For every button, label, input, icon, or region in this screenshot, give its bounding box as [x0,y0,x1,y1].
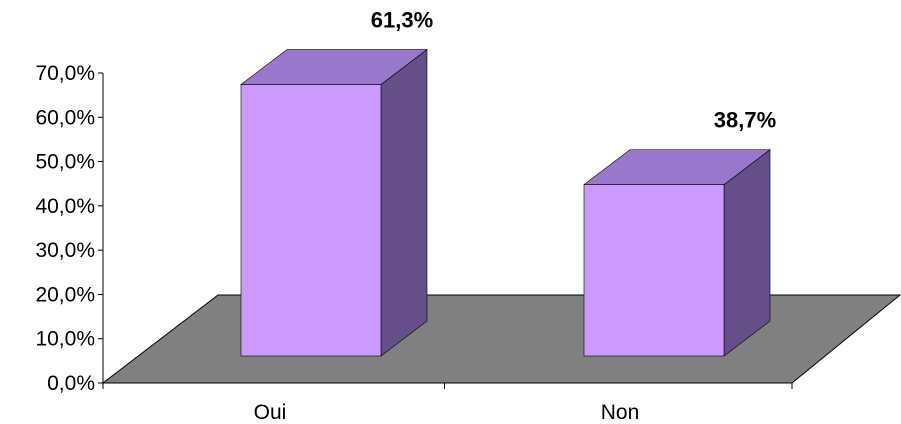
y-tick-label: 70,0% [35,62,95,85]
x-category-label: Non [601,401,640,424]
bar-data-label: 38,7% [714,108,776,133]
bar-side-face [723,149,771,357]
bar-front-face [583,184,725,357]
bar-data-label: 61,3% [371,8,433,33]
y-tick-label: 10,0% [35,328,95,351]
y-tick-label: 40,0% [35,195,95,218]
chart-floor [101,294,901,384]
bar [583,149,771,357]
bar-side-face [380,48,428,357]
y-tick-label: 50,0% [35,151,95,174]
y-tick-label: 60,0% [35,106,95,129]
bar [240,48,428,357]
y-tick-label: 20,0% [35,283,95,306]
y-tick-label: 30,0% [35,239,95,262]
bar-front-face [240,84,382,357]
x-category-label: Oui [254,401,287,424]
y-tick-label: 0,0% [47,372,95,395]
